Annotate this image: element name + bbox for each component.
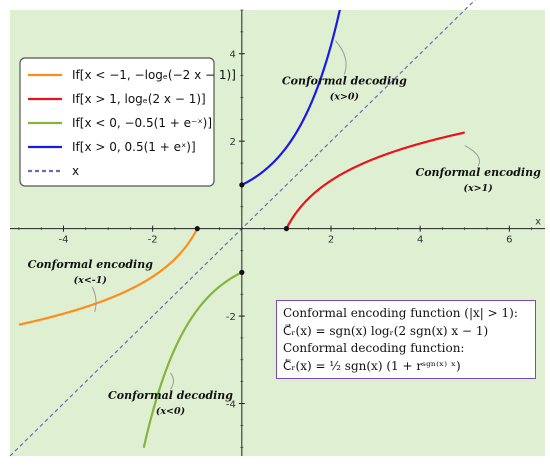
- x-tick-label: 2: [328, 235, 334, 246]
- legend-label: If[x < 0, −0.5(1 + e⁻ˣ)]: [72, 116, 212, 130]
- y-tick-label: -4: [226, 400, 236, 411]
- y-tick-label: 4: [229, 50, 235, 61]
- x-tick-label: -2: [148, 235, 158, 246]
- anchor-point: [194, 226, 200, 232]
- legend-label: If[x > 0, 0.5(1 + eˣ)]: [72, 140, 196, 154]
- x-axis-label: x: [535, 217, 541, 228]
- series-green-curve: [142, 271, 243, 449]
- series-orange-curve: [18, 228, 199, 326]
- y-tick-label: -2: [226, 312, 236, 323]
- annotation-condition: (x>1): [464, 183, 493, 194]
- formula-box: Conformal encoding function (|x| > 1): C…: [276, 300, 536, 379]
- anchor-point: [239, 182, 245, 188]
- annotation-title: Conformal encoding: [415, 166, 541, 179]
- x-tick-label: 4: [417, 235, 423, 246]
- formula-encoding-title: Conformal encoding function (|x| > 1):: [283, 306, 518, 320]
- series-identity-line: [9, 0, 476, 457]
- anchor-point: [283, 226, 290, 232]
- annotation-leader-line: [91, 286, 97, 312]
- annotation-leader-line: [464, 145, 481, 167]
- formula-decoding-title: Conformal decoding function:: [283, 341, 465, 355]
- annotation-title: Conformal decoding: [282, 74, 407, 87]
- annotation-condition: (x<0): [156, 406, 185, 417]
- annotation-title: Conformal encoding: [28, 258, 154, 271]
- annotation-leader-line: [335, 40, 347, 75]
- legend-label: x: [72, 164, 79, 178]
- legend-label: If[x > 1, logₑ(2 x − 1)]: [72, 92, 206, 106]
- formula-decoding-expression: C⃖ᵣ(x) = ½ sgn(x) (1 + rˢᵍⁿ⁽ˣ⁾ ˣ): [283, 358, 461, 373]
- formula-encoding-expression: C⃗ᵣ(x) = sgn(x) logᵣ(2 sgn(x) x − 1): [283, 323, 489, 338]
- legend-label: If[x < −1, −logₑ(−2 x − 1)]: [72, 68, 236, 82]
- annotation-condition: (x>0): [330, 91, 359, 102]
- series-blue-curve: [241, 10, 341, 186]
- legend-box: [19, 57, 215, 187]
- x-tick-label: 6: [506, 235, 512, 246]
- series-red-curve: [285, 131, 465, 230]
- annotation-title: Conformal decoding: [108, 389, 233, 402]
- y-tick-label: 2: [229, 137, 235, 148]
- x-tick-label: -4: [59, 235, 69, 246]
- anchor-point: [239, 269, 245, 275]
- annotation-condition: (x<-1): [74, 275, 107, 286]
- annotation-leader-line: [170, 372, 174, 390]
